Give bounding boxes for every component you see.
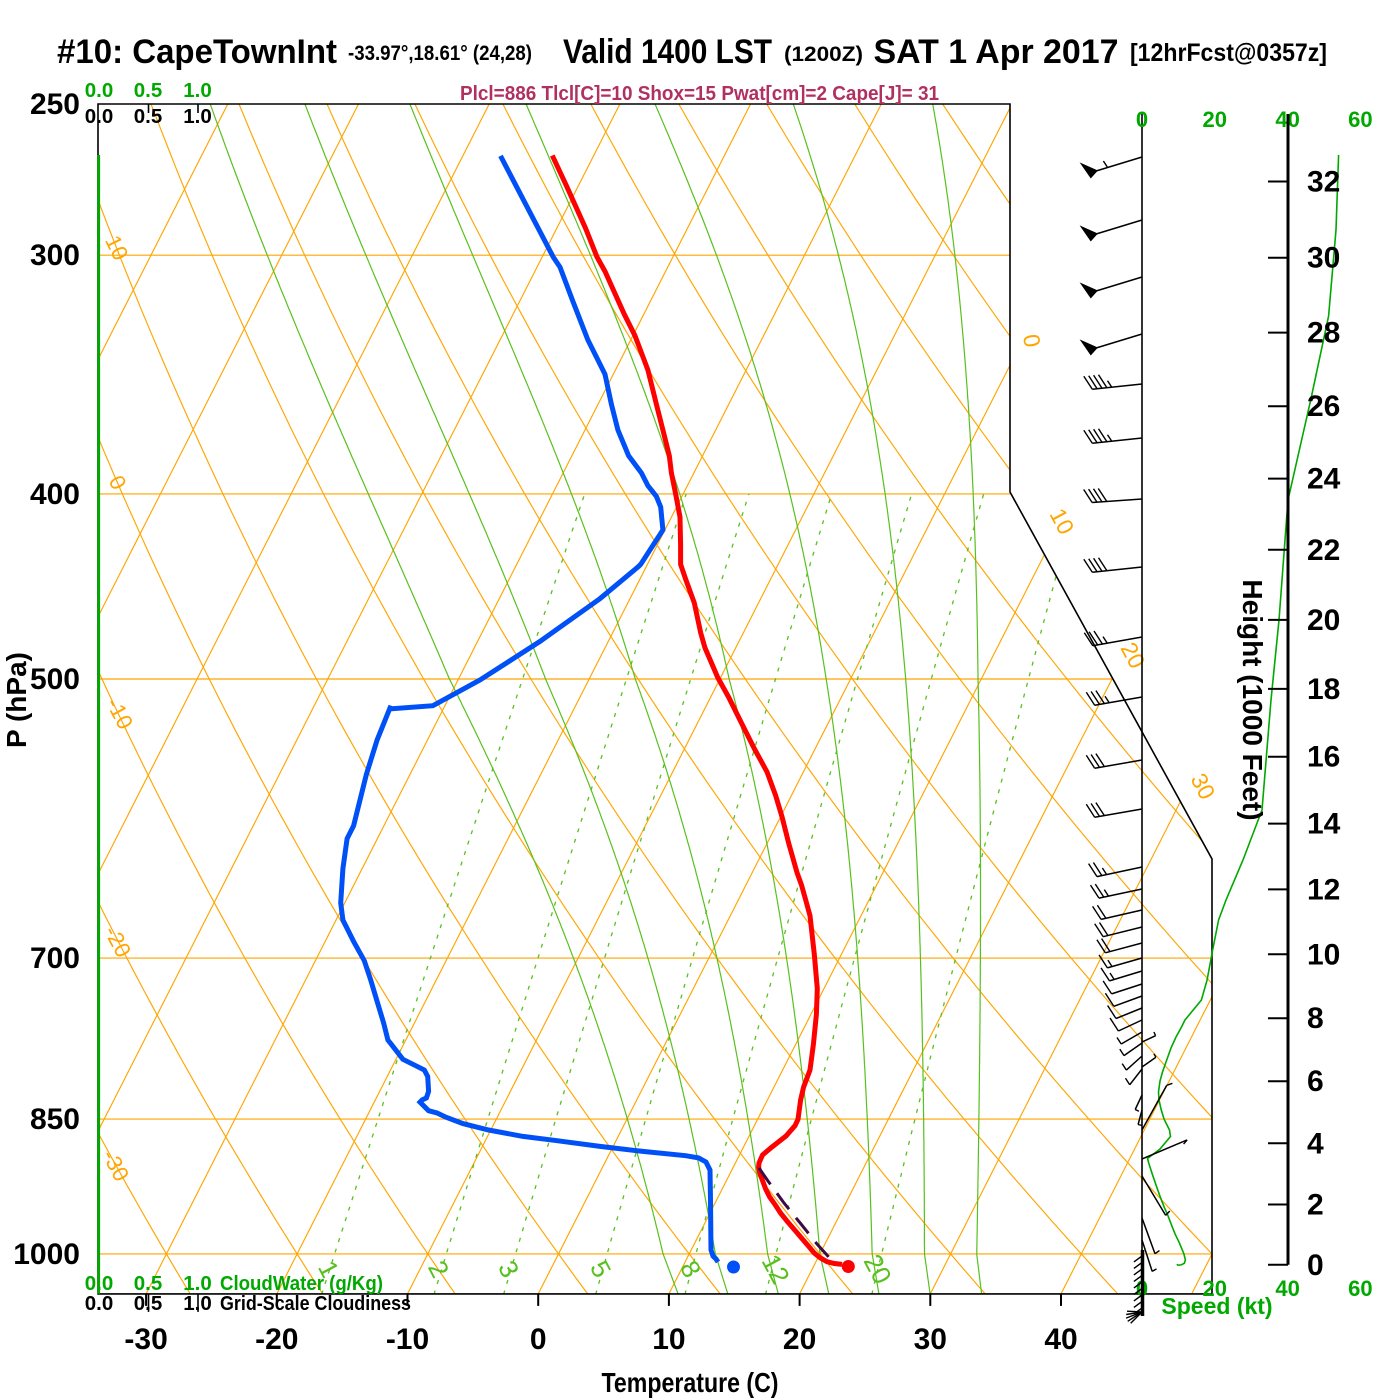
svg-text:30: 30 (914, 1323, 947, 1356)
svg-text:0: 0 (1018, 332, 1046, 349)
svg-text:16: 16 (1307, 741, 1340, 774)
svg-text:0.0: 0.0 (85, 79, 114, 102)
svg-text:4: 4 (1307, 1127, 1324, 1160)
svg-text:CloudWater (g/Kg): CloudWater (g/Kg) (220, 1272, 383, 1295)
svg-text:-33.97°,18.61° (24,28): -33.97°,18.61° (24,28) (348, 42, 532, 65)
svg-text:700: 700 (30, 942, 80, 975)
svg-text:#10: CapeTownInt: #10: CapeTownInt (57, 33, 337, 71)
svg-text:26: 26 (1307, 390, 1340, 423)
svg-text:[12hrFcst@0357z]: [12hrFcst@0357z] (1130, 39, 1327, 67)
svg-text:0.5: 0.5 (134, 105, 163, 128)
svg-text:850: 850 (30, 1103, 80, 1136)
svg-text:1000: 1000 (13, 1238, 80, 1271)
svg-text:6: 6 (1307, 1065, 1324, 1098)
svg-text:1.0: 1.0 (183, 1292, 212, 1315)
svg-text:0.0: 0.0 (85, 1272, 114, 1295)
svg-text:20: 20 (1307, 604, 1340, 637)
svg-text:32: 32 (1307, 166, 1340, 199)
svg-text:1.0: 1.0 (183, 105, 212, 128)
svg-text:-30: -30 (124, 1323, 167, 1356)
svg-text:SAT 1 Apr 2017: SAT 1 Apr 2017 (874, 33, 1119, 71)
svg-text:P (hPa): P (hPa) (1, 652, 32, 748)
svg-text:10: 10 (652, 1323, 685, 1356)
svg-text:0: 0 (1136, 107, 1148, 132)
svg-text:Height (1000 Feet): Height (1000 Feet) (1237, 579, 1268, 820)
svg-text:12: 12 (1307, 873, 1340, 906)
svg-text:300: 300 (30, 239, 80, 272)
svg-text:28: 28 (1307, 317, 1340, 350)
svg-text:400: 400 (30, 478, 80, 511)
svg-text:22: 22 (1307, 534, 1340, 567)
svg-text:(1200Z): (1200Z) (784, 43, 863, 66)
svg-text:0.0: 0.0 (85, 105, 114, 128)
svg-text:1.0: 1.0 (183, 1272, 212, 1295)
svg-text:-20: -20 (255, 1323, 298, 1356)
svg-text:Speed (kt): Speed (kt) (1161, 1293, 1272, 1319)
svg-text:Valid 1400 LST: Valid 1400 LST (563, 33, 772, 71)
svg-text:20: 20 (1203, 1276, 1227, 1301)
svg-text:-10: -10 (386, 1323, 429, 1356)
svg-text:Temperature (C): Temperature (C) (602, 1367, 779, 1398)
svg-text:8: 8 (1307, 1002, 1324, 1035)
svg-text:20: 20 (1203, 107, 1227, 132)
svg-text:18: 18 (1307, 673, 1340, 706)
svg-text:10: 10 (1307, 938, 1340, 971)
svg-text:0.5: 0.5 (134, 1272, 163, 1295)
svg-text:Grid-Scale Cloudiness: Grid-Scale Cloudiness (220, 1292, 411, 1315)
svg-text:1.0: 1.0 (183, 79, 212, 102)
svg-text:30: 30 (1307, 242, 1340, 275)
svg-text:40: 40 (1275, 1276, 1299, 1301)
svg-text:0.5: 0.5 (134, 79, 163, 102)
svg-text:500: 500 (30, 663, 80, 696)
svg-text:0: 0 (530, 1323, 547, 1356)
svg-text:Plcl=886 Tlcl[C]=10 Shox=15 Pw: Plcl=886 Tlcl[C]=10 Shox=15 Pwat[cm]=2 C… (460, 83, 939, 105)
svg-text:60: 60 (1348, 107, 1372, 132)
svg-text:14: 14 (1307, 808, 1341, 841)
svg-text:40: 40 (1044, 1323, 1077, 1356)
svg-text:0: 0 (1307, 1249, 1324, 1282)
svg-text:0.5: 0.5 (134, 1292, 163, 1315)
svg-text:2: 2 (1307, 1188, 1324, 1221)
svg-text:250: 250 (30, 88, 80, 121)
svg-text:0.0: 0.0 (85, 1292, 114, 1315)
svg-text:60: 60 (1348, 1276, 1372, 1301)
svg-text:24: 24 (1307, 463, 1341, 496)
svg-text:20: 20 (783, 1323, 816, 1356)
